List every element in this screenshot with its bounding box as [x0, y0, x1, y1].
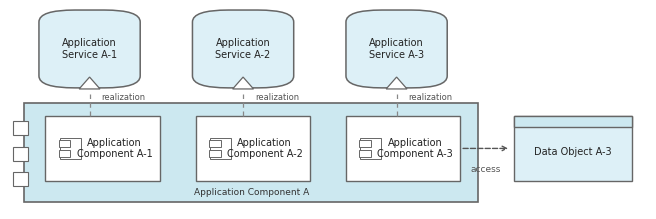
Bar [24, 103, 478, 203]
FancyBboxPatch shape [39, 10, 140, 88]
Bar [195, 116, 310, 181]
Bar [13, 121, 28, 135]
Polygon shape [233, 77, 253, 89]
Bar [13, 172, 28, 186]
Bar [209, 150, 220, 157]
Bar [58, 140, 70, 147]
Polygon shape [386, 77, 407, 89]
Bar [13, 147, 28, 161]
Text: Application
Service A-3: Application Service A-3 [369, 38, 424, 60]
Text: access: access [470, 165, 501, 174]
Bar [209, 140, 220, 147]
Text: realization: realization [101, 93, 146, 102]
Bar [360, 138, 381, 159]
Bar [210, 138, 231, 159]
Text: Application
Component A-2: Application Component A-2 [227, 138, 302, 159]
Bar [45, 116, 160, 181]
Bar [58, 150, 70, 157]
Bar [60, 138, 81, 159]
FancyBboxPatch shape [346, 10, 447, 88]
Text: Application
Component A-1: Application Component A-1 [77, 138, 152, 159]
Bar [359, 150, 371, 157]
Text: Data Object A-3: Data Object A-3 [534, 147, 612, 157]
Bar [346, 116, 461, 181]
Text: realization: realization [408, 93, 453, 102]
Bar [514, 116, 632, 181]
FancyBboxPatch shape [192, 10, 294, 88]
Text: Application
Service A-2: Application Service A-2 [215, 38, 271, 60]
Text: Application
Service A-1: Application Service A-1 [62, 38, 117, 60]
Polygon shape [79, 77, 100, 89]
Bar [359, 140, 371, 147]
Bar [514, 116, 632, 127]
Text: Application Component A: Application Component A [194, 188, 309, 197]
Text: Application
Component A-3: Application Component A-3 [377, 138, 453, 159]
Text: realization: realization [255, 93, 299, 102]
